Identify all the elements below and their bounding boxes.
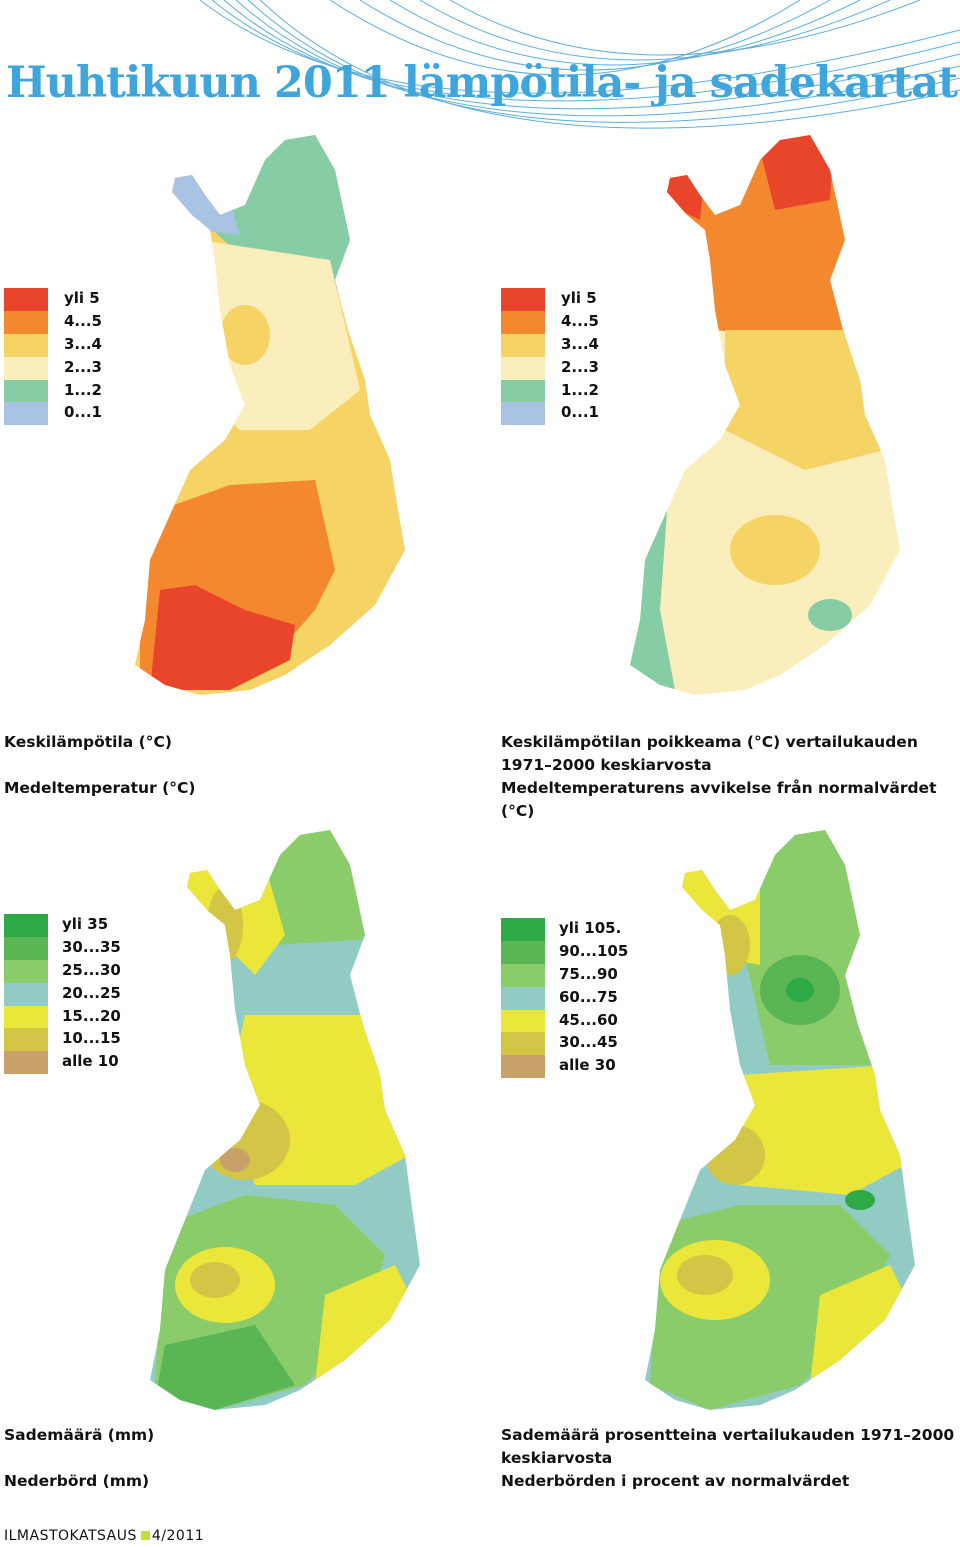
legend-label: 20...25 [62, 983, 121, 1002]
legend-label: 2...3 [64, 357, 102, 376]
legend-label: yli 105. [559, 919, 622, 937]
legend-swatch [4, 936, 48, 960]
legend-label: 30...45 [559, 1033, 618, 1052]
legend-swatch [4, 914, 48, 937]
legend-swatch [4, 356, 48, 380]
legend-swatch [501, 940, 545, 964]
legend-swatch [501, 918, 545, 941]
legend-label: 60...75 [559, 987, 618, 1006]
map-precip-mm [150, 830, 420, 1410]
caption-sv: Medeltemperaturens avvikelse från normal… [501, 779, 937, 820]
caption-fi: Sademäärä prosentteina vertailukauden 19… [501, 1426, 955, 1467]
footer-publication: ILMASTOKATSAUS [4, 1528, 137, 1544]
legend-label: yli 5 [561, 289, 597, 307]
legend-swatch [501, 986, 545, 1010]
legend-label: 3...4 [561, 334, 599, 353]
legend-label: 0...1 [561, 403, 599, 422]
footer-square-icon [140, 1531, 150, 1540]
legend-label: yli 5 [64, 289, 100, 307]
legend-swatch [501, 1055, 545, 1079]
legend-label: 4...5 [561, 311, 599, 330]
legend-swatch [501, 356, 545, 380]
legend-swatch [501, 402, 545, 426]
legend-swatch [501, 963, 545, 987]
map-temp-mean [135, 135, 405, 695]
caption-fi: Keskilämpötilan poikkeama (°C) vertailuk… [501, 733, 918, 774]
map-precip-pct [645, 830, 915, 1410]
legend-swatch [4, 1051, 48, 1075]
legend-label: 90...105 [559, 941, 629, 960]
legend-label: 45...60 [559, 1010, 618, 1029]
caption-fi: Sademäärä (mm) [4, 1426, 155, 1444]
legend-swatch [4, 959, 48, 983]
legend-swatch [501, 333, 545, 357]
map-temp-anomaly [630, 135, 900, 695]
page-title: Huhtikuun 2011 lämpötila- ja sadekartat [6, 58, 958, 108]
legend-swatch [4, 402, 48, 426]
legend-label: 3...4 [64, 334, 102, 353]
legend-swatch [4, 288, 48, 311]
legend-label: 0...1 [64, 403, 102, 422]
caption-sv: Nederbörd (mm) [4, 1472, 150, 1490]
legend-label: 1...2 [64, 380, 102, 399]
legend-label: alle 30 [559, 1056, 616, 1075]
page-footer: ILMASTOKATSAUS 4/2011 [4, 1528, 204, 1544]
caption-temp-mean: Keskilämpötila (°C) Medeltemperatur (°C) [4, 731, 474, 800]
caption-temp-anomaly: Keskilämpötilan poikkeama (°C) vertailuk… [501, 731, 960, 823]
legend-swatch [4, 310, 48, 334]
legend-label: yli 35 [62, 915, 109, 933]
decorative-swoosh-lines [199, 0, 960, 129]
caption-precip-mm: Sademäärä (mm) Nederbörd (mm) [4, 1424, 474, 1493]
legend-label: 15...20 [62, 1006, 121, 1025]
legend-swatch [4, 1028, 48, 1052]
legend-label: 30...35 [62, 937, 121, 956]
legend-label: 10...15 [62, 1029, 121, 1048]
legend-swatch [501, 379, 545, 403]
legend-swatch [4, 379, 48, 403]
legend-label: alle 10 [62, 1052, 119, 1071]
legend-swatch [501, 1032, 545, 1056]
legend-swatch [501, 288, 545, 311]
caption-precip-pct: Sademäärä prosentteina vertailukauden 19… [501, 1424, 960, 1493]
caption-sv: Nederbörden i procent av normalvärdet [501, 1472, 850, 1490]
footer-issue: 4/2011 [151, 1528, 205, 1544]
caption-fi: Keskilämpötila (°C) [4, 733, 172, 751]
legend-swatch [4, 982, 48, 1006]
legend-swatch [4, 1005, 48, 1029]
legend-swatch [501, 1009, 545, 1033]
legend-label: 4...5 [64, 311, 102, 330]
legend-label: 25...30 [62, 960, 121, 979]
legend-label: 1...2 [561, 380, 599, 399]
legend-label: 75...90 [559, 964, 618, 983]
legend-swatch [4, 333, 48, 357]
legend-label: 2...3 [561, 357, 599, 376]
legend-swatch [501, 310, 545, 334]
caption-sv: Medeltemperatur (°C) [4, 779, 196, 797]
